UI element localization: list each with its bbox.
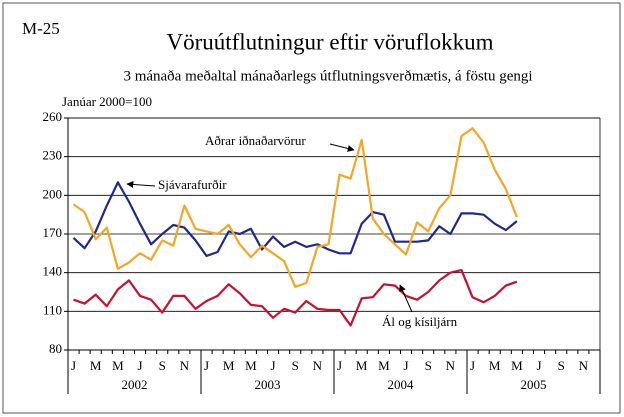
y-tick-label: 230 [43, 148, 63, 163]
x-tick-label: J [404, 358, 409, 373]
x-tick-label: S [292, 358, 299, 373]
x-tick-label: M [489, 358, 501, 373]
x-tick-label: S [558, 358, 565, 373]
x-tick-label: M [356, 358, 368, 373]
chart-code: M-25 [22, 19, 60, 38]
series-arrow [329, 143, 355, 152]
x-tick-label: N [313, 358, 323, 373]
year-label: 2003 [255, 377, 281, 392]
series-label: Ál og kísiljárn [382, 314, 458, 329]
chart-subtitle: 3 mánaða meðaltal mánaðarlegs útflutning… [123, 68, 532, 84]
year-label: 2002 [122, 377, 148, 392]
year-label: 2005 [521, 377, 547, 392]
x-tick-label: N [579, 358, 589, 373]
y-tick-label: 110 [43, 302, 62, 317]
x-tick-label: J [71, 358, 76, 373]
y-tick-label: 260 [43, 109, 63, 124]
x-tick-label: N [446, 358, 456, 373]
x-tick-label: J [138, 358, 143, 373]
y-tick-label: 80 [49, 341, 62, 356]
x-tick-label: J [470, 358, 475, 373]
x-tick-label: J [537, 358, 542, 373]
x-tick-label: N [180, 358, 190, 373]
x-tick-label: S [159, 358, 166, 373]
x-tick-label: M [112, 358, 124, 373]
x-tick-label: J [204, 358, 209, 373]
y-axis-label: Janúar 2000=100 [62, 94, 152, 109]
x-tick-label: M [245, 358, 257, 373]
x-tick-label: J [271, 358, 276, 373]
series-arrow [126, 180, 156, 188]
series-line [72, 181, 518, 257]
y-tick-label: 170 [43, 225, 63, 240]
x-tick-label: M [90, 358, 102, 373]
x-tick-label: M [223, 358, 235, 373]
series-arrow [399, 284, 413, 313]
chart-title: Vöruútflutningur eftir vöruflokkum [166, 29, 493, 54]
series-line [73, 269, 518, 327]
series-label: Sjávarafurðir [158, 177, 227, 192]
x-tick-label: S [425, 358, 432, 373]
y-tick-label: 140 [43, 264, 63, 279]
series-line [72, 127, 518, 288]
year-label: 2004 [388, 377, 415, 392]
series-label: Aðrar iðnaðarvörur [205, 133, 306, 148]
x-tick-label: J [337, 358, 342, 373]
x-tick-label: M [378, 358, 390, 373]
y-tick-label: 200 [43, 186, 63, 201]
x-tick-label: M [511, 358, 523, 373]
